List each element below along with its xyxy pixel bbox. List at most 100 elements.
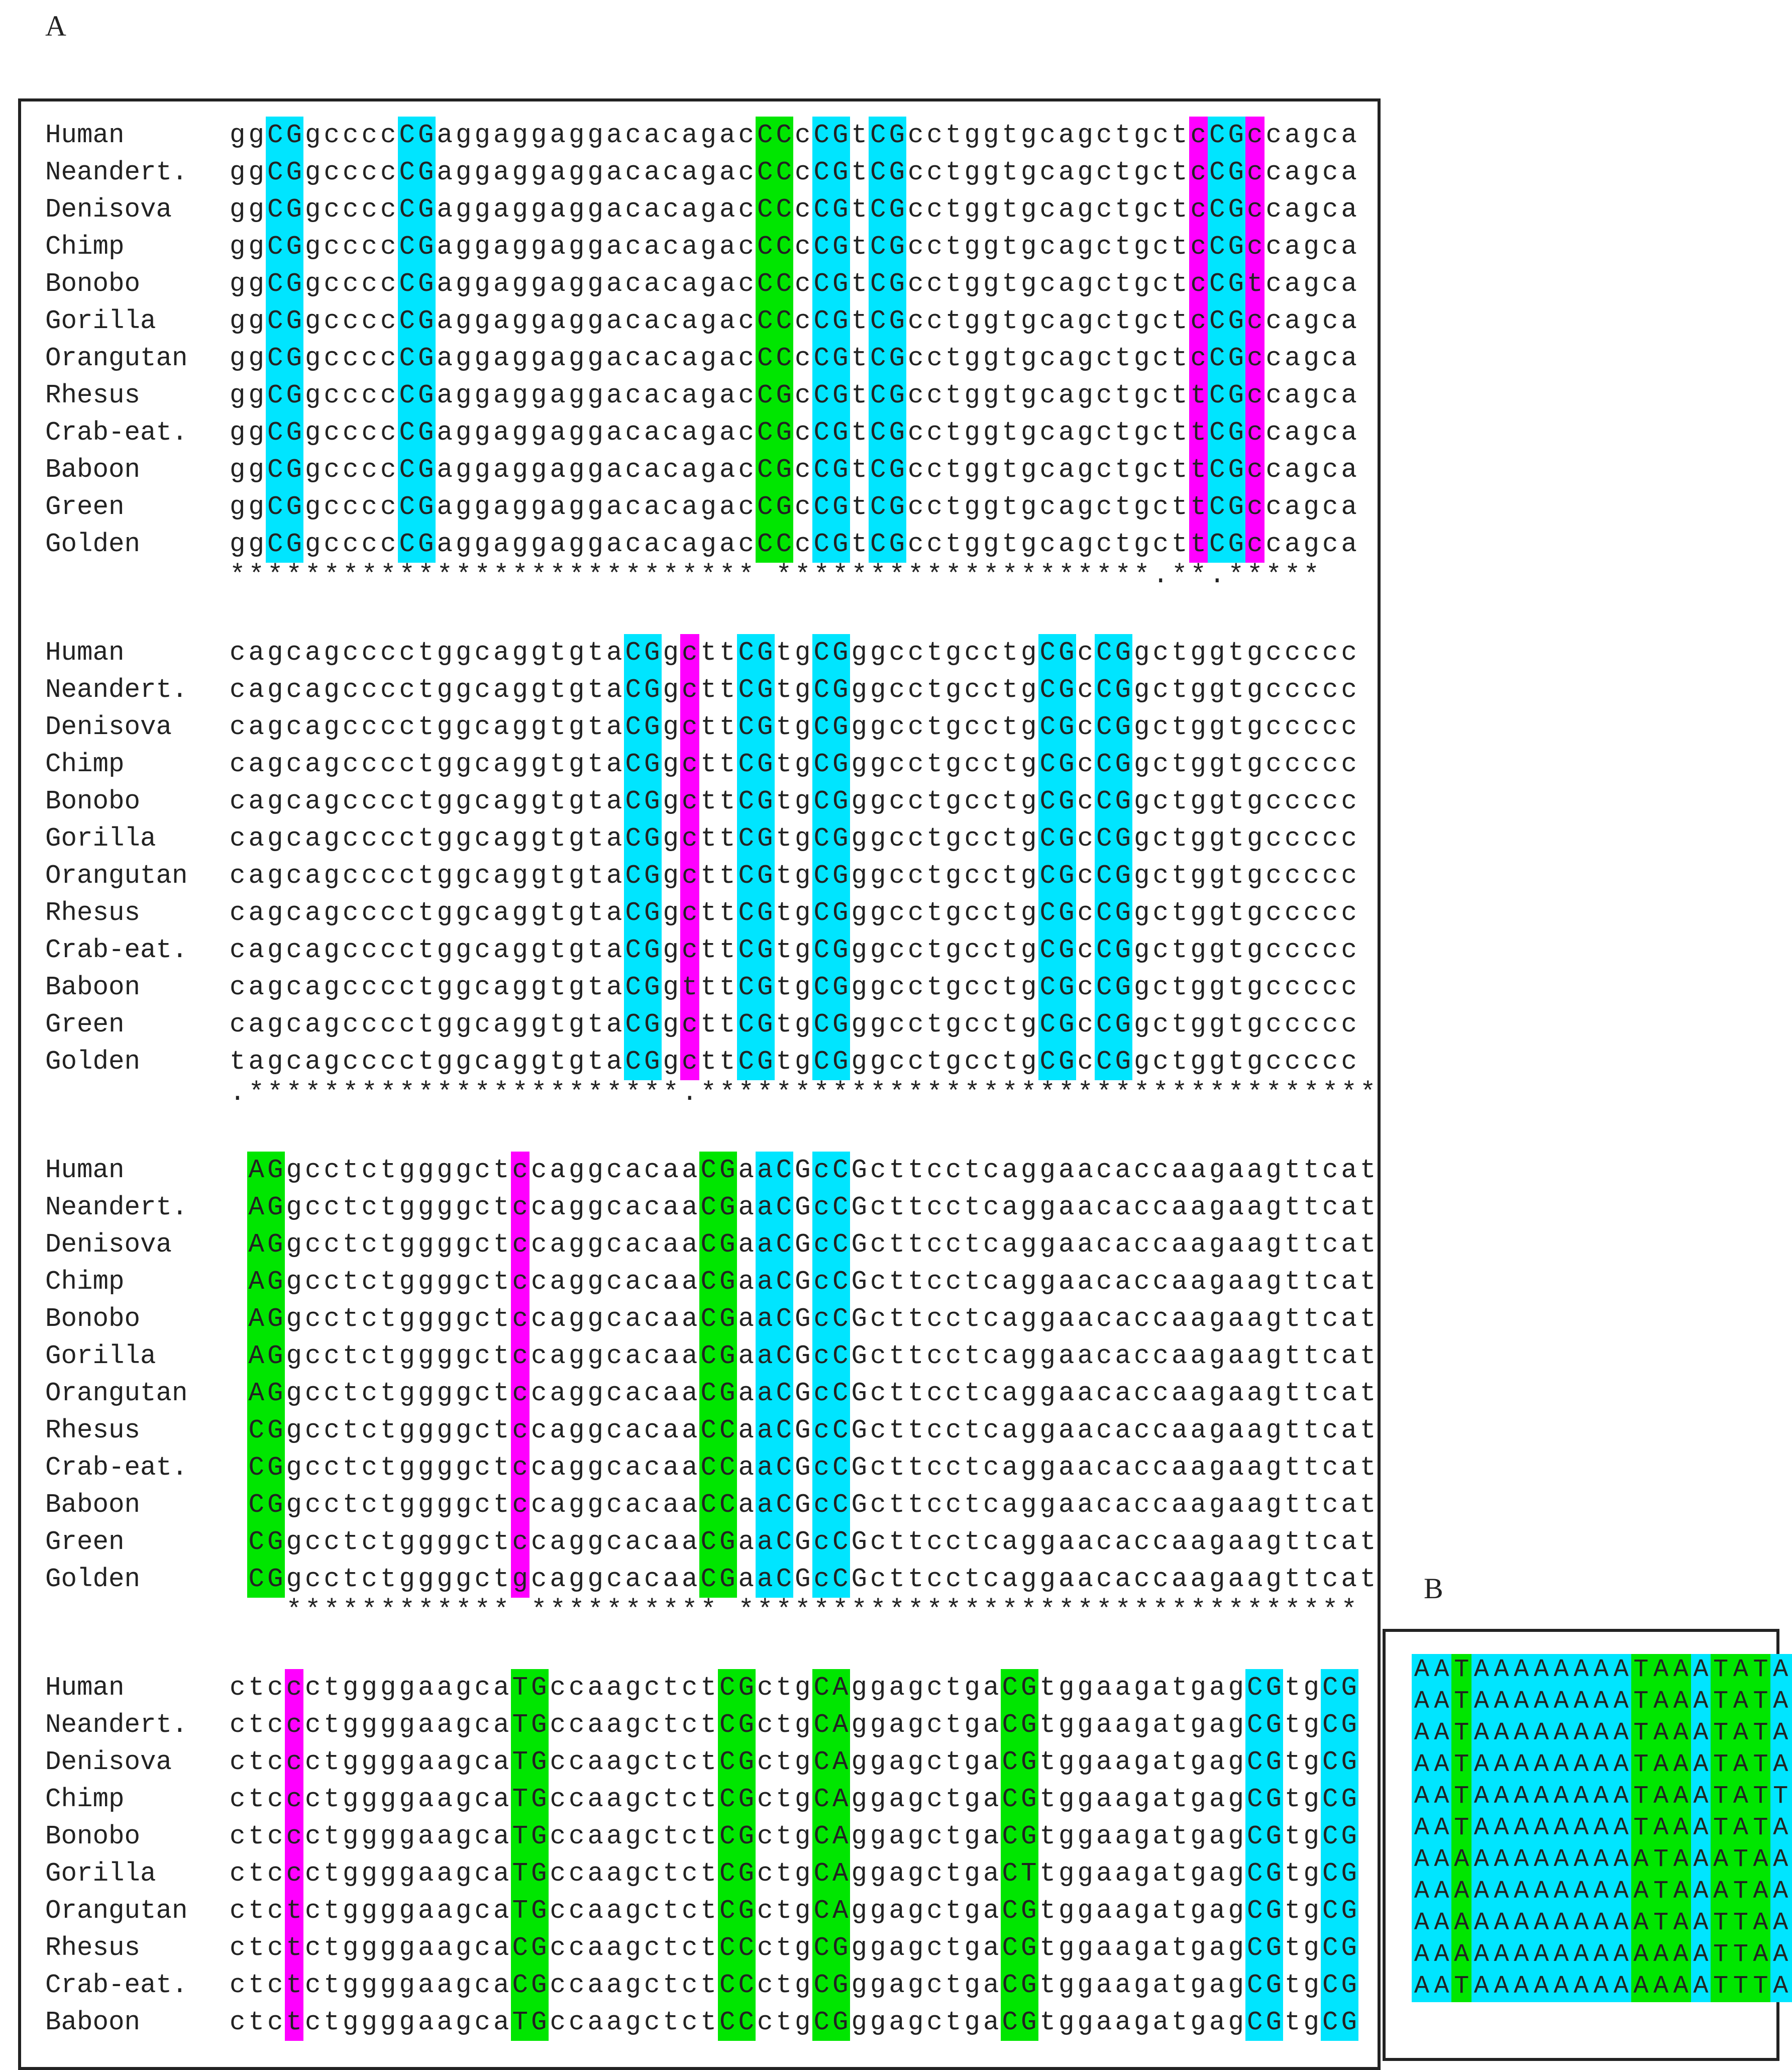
species-name: Neandert. <box>45 157 188 187</box>
species-name: Rhesus <box>45 1933 141 1963</box>
species-name: Chimp <box>45 749 125 779</box>
species-name: Baboon <box>45 455 141 485</box>
species-name: Bonobo <box>45 1304 141 1334</box>
species-name: Denisova <box>45 1229 172 1260</box>
panel-b-frame: AATAAAAAAAATAAATATAAAAATAAAAAAAATAAATATA… <box>1383 1629 1792 2061</box>
species-name: Neandert. <box>45 1710 188 1740</box>
species-name: Green <box>45 492 125 522</box>
species-name: Chimp <box>45 1267 125 1297</box>
species-name: Baboon <box>45 2007 141 2037</box>
species-name: Denisova <box>45 712 172 742</box>
species-name: Baboon <box>45 972 141 1002</box>
species-name: Denisova <box>45 194 172 225</box>
species-name: Bonobo <box>45 786 141 816</box>
species-name: Crab-eat. <box>45 418 188 448</box>
species-name: Human <box>45 1155 125 1185</box>
consensus-line: * * * * * * * * * * * * * * * * * * * * * * * * * * * * * * * * * * * * * * *… <box>229 560 1319 590</box>
species-name: Chimp <box>45 232 125 262</box>
panel-b-row: AATAAAAAAAAAAAATTTAAA <box>1412 1971 1792 2002</box>
species-name: Orangutan <box>45 861 188 891</box>
panel-a-label: A <box>45 10 66 42</box>
species-name: Green <box>45 1009 125 1040</box>
species-name: Neandert. <box>45 1192 188 1222</box>
species-name: Gorilla <box>45 1858 156 1889</box>
species-name: Crab-eat. <box>45 1453 188 1483</box>
species-name: Gorilla <box>45 823 156 854</box>
species-name: Rhesus <box>45 1415 141 1445</box>
species-name: Chimp <box>45 1784 125 1814</box>
species-name: Crab-eat. <box>45 935 188 965</box>
species-name: Human <box>45 638 125 668</box>
consensus-line: . * * * * * * * * * * * * * * * * * * * * * * *. * * * * * * * * * * * * * * *… <box>229 1078 1376 1108</box>
species-name: Human <box>45 1673 125 1703</box>
species-name: Neandert. <box>45 675 188 705</box>
species-name: Golden <box>45 529 141 559</box>
species-name: Rhesus <box>45 898 141 928</box>
species-name: Orangutan <box>45 1378 188 1408</box>
species-name: Golden <box>45 1047 141 1077</box>
species-name: Crab-eat. <box>45 1970 188 2000</box>
species-name: Green <box>45 1527 125 1557</box>
species-name: Baboon <box>45 1490 141 1520</box>
consensus-line: * * * * * * * * * * * * * * * * * * * * * * * * * * * * * * * * * * * * * *… <box>286 1595 1357 1625</box>
panel-b-label: B <box>1424 1572 1443 1605</box>
species-name: Bonobo <box>45 1821 141 1851</box>
species-name: Orangutan <box>45 343 188 373</box>
species-name: Denisova <box>45 1747 172 1777</box>
species-name: Rhesus <box>45 380 141 410</box>
species-name: Golden <box>45 1564 141 1594</box>
species-name: Gorilla <box>45 1341 156 1371</box>
